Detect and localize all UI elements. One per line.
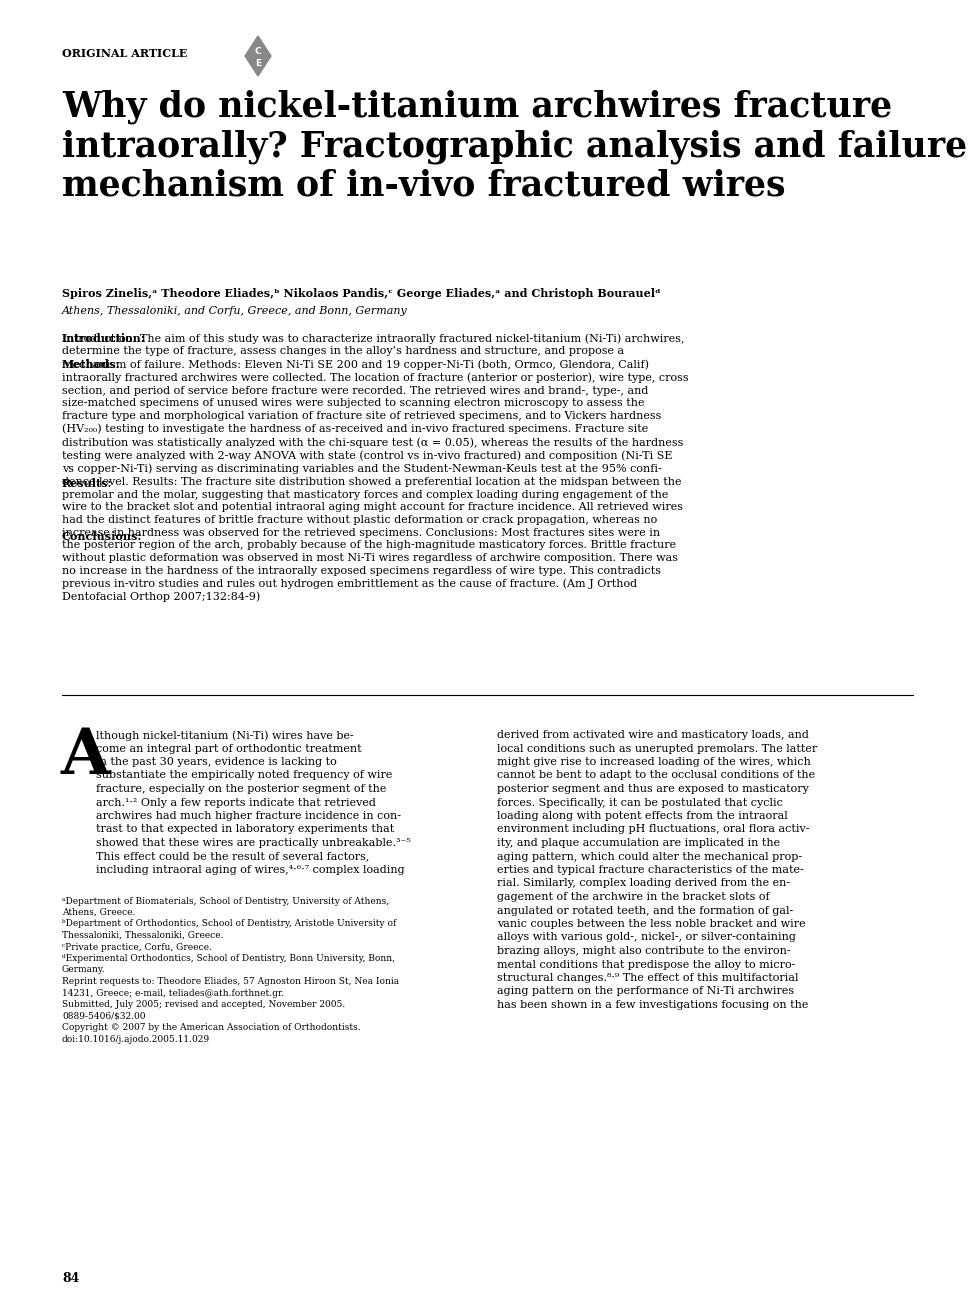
- Text: ity, and plaque accumulation are implicated in the: ity, and plaque accumulation are implica…: [497, 838, 780, 848]
- Text: cannot be bent to adapt to the occlusal conditions of the: cannot be bent to adapt to the occlusal …: [497, 770, 815, 780]
- Text: A: A: [60, 726, 109, 787]
- Text: might give rise to increased loading of the wires, which: might give rise to increased loading of …: [497, 757, 811, 767]
- Text: posterior segment and thus are exposed to masticatory: posterior segment and thus are exposed t…: [497, 784, 809, 793]
- Text: environment including pH fluctuations, oral flora activ-: environment including pH fluctuations, o…: [497, 825, 809, 834]
- Text: Athens, Thessaloniki, and Corfu, Greece, and Bonn, Germany: Athens, Thessaloniki, and Corfu, Greece,…: [62, 305, 408, 316]
- Text: doi:10.1016/j.ajodo.2005.11.029: doi:10.1016/j.ajodo.2005.11.029: [62, 1035, 211, 1044]
- Text: 84: 84: [62, 1272, 79, 1285]
- Text: 14231, Greece; e-mail, teliades@ath.forthnet.gr.: 14231, Greece; e-mail, teliades@ath.fort…: [62, 988, 284, 997]
- Text: Thessaloniki, Thessaloniki, Greece.: Thessaloniki, Thessaloniki, Greece.: [62, 930, 223, 940]
- Text: E: E: [254, 59, 261, 68]
- Text: Introduction: The aim of this study was to characterize intraorally fractured ni: Introduction: The aim of this study was …: [62, 333, 688, 603]
- Text: aging pattern, which could alter the mechanical prop-: aging pattern, which could alter the mec…: [497, 851, 802, 861]
- Text: ᵇDepartment of Orthodontics, School of Dentistry, Aristotle University of: ᵇDepartment of Orthodontics, School of D…: [62, 920, 396, 928]
- Text: forces. Specifically, it can be postulated that cyclic: forces. Specifically, it can be postulat…: [497, 797, 783, 808]
- Text: has been shown in a few investigations focusing on the: has been shown in a few investigations f…: [497, 1000, 808, 1010]
- Text: Results:: Results:: [62, 478, 112, 489]
- Text: C: C: [254, 47, 261, 56]
- Text: Germany.: Germany.: [62, 966, 105, 975]
- Text: ᶜPrivate practice, Corfu, Greece.: ᶜPrivate practice, Corfu, Greece.: [62, 942, 212, 951]
- Text: including intraoral aging of wires,⁴·⁶·⁷ complex loading: including intraoral aging of wires,⁴·⁶·⁷…: [96, 865, 405, 874]
- Text: arch.¹·² Only a few reports indicate that retrieved: arch.¹·² Only a few reports indicate tha…: [96, 797, 376, 808]
- Text: Spiros Zinelis,ᵃ Theodore Eliades,ᵇ Nikolaos Pandis,ᶜ George Eliades,ᵃ and Chris: Spiros Zinelis,ᵃ Theodore Eliades,ᵇ Niko…: [62, 288, 661, 299]
- Text: This effect could be the result of several factors,: This effect could be the result of sever…: [96, 851, 370, 861]
- Text: lthough nickel-titanium (Ni-Ti) wires have be-: lthough nickel-titanium (Ni-Ti) wires ha…: [96, 729, 354, 740]
- Text: gagement of the archwire in the bracket slots of: gagement of the archwire in the bracket …: [497, 893, 769, 902]
- Text: local conditions such as unerupted premolars. The latter: local conditions such as unerupted premo…: [497, 744, 817, 753]
- Text: fracture, especially on the posterior segment of the: fracture, especially on the posterior se…: [96, 784, 386, 793]
- Text: archwires had much higher fracture incidence in con-: archwires had much higher fracture incid…: [96, 810, 401, 821]
- Text: showed that these wires are practically unbreakable.³⁻⁵: showed that these wires are practically …: [96, 838, 410, 848]
- Text: trast to that expected in laboratory experiments that: trast to that expected in laboratory exp…: [96, 825, 394, 834]
- Text: in the past 30 years, evidence is lacking to: in the past 30 years, evidence is lackin…: [96, 757, 336, 767]
- Text: derived from activated wire and masticatory loads, and: derived from activated wire and masticat…: [497, 729, 809, 740]
- Text: erties and typical fracture characteristics of the mate-: erties and typical fracture characterist…: [497, 865, 803, 874]
- Polygon shape: [245, 37, 271, 76]
- Text: 0889-5406/$32.00: 0889-5406/$32.00: [62, 1011, 145, 1021]
- Text: Submitted, July 2005; revised and accepted, November 2005.: Submitted, July 2005; revised and accept…: [62, 1000, 345, 1009]
- Text: ᵃDepartment of Biomaterials, School of Dentistry, University of Athens,: ᵃDepartment of Biomaterials, School of D…: [62, 897, 389, 906]
- Text: ORIGINAL ARTICLE: ORIGINAL ARTICLE: [62, 48, 187, 59]
- Text: rial. Similarly, complex loading derived from the en-: rial. Similarly, complex loading derived…: [497, 878, 790, 889]
- Text: structural changes.⁸·⁹ The effect of this multifactorial: structural changes.⁸·⁹ The effect of thi…: [497, 974, 799, 983]
- Text: alloys with various gold-, nickel-, or silver-containing: alloys with various gold-, nickel-, or s…: [497, 933, 796, 942]
- Text: Methods:: Methods:: [62, 359, 121, 371]
- Text: Reprint requests to: Theodore Eliades, 57 Agnoston Hiroon St, Nea Ionia: Reprint requests to: Theodore Eliades, 5…: [62, 977, 399, 987]
- Text: Introduction:: Introduction:: [62, 333, 145, 345]
- Text: come an integral part of orthodontic treatment: come an integral part of orthodontic tre…: [96, 744, 362, 753]
- Text: angulated or rotated teeth, and the formation of gal-: angulated or rotated teeth, and the form…: [497, 906, 794, 916]
- Text: Copyright © 2007 by the American Association of Orthodontists.: Copyright © 2007 by the American Associa…: [62, 1023, 361, 1032]
- Text: brazing alloys, might also contribute to the environ-: brazing alloys, might also contribute to…: [497, 946, 791, 957]
- Text: mental conditions that predispose the alloy to micro-: mental conditions that predispose the al…: [497, 959, 796, 970]
- Text: Athens, Greece.: Athens, Greece.: [62, 908, 136, 917]
- Text: substantiate the empirically noted frequency of wire: substantiate the empirically noted frequ…: [96, 770, 392, 780]
- Text: Conclusions:: Conclusions:: [62, 531, 142, 542]
- Text: vanic couples between the less noble bracket and wire: vanic couples between the less noble bra…: [497, 919, 805, 929]
- Text: aging pattern on the performance of Ni-Ti archwires: aging pattern on the performance of Ni-T…: [497, 987, 794, 997]
- Text: ᵈExperimental Orthodontics, School of Dentistry, Bonn University, Bonn,: ᵈExperimental Orthodontics, School of De…: [62, 954, 395, 963]
- Text: Why do nickel-titanium archwires fracture
intraorally? Fractographic analysis an: Why do nickel-titanium archwires fractur…: [62, 90, 967, 202]
- Text: loading along with potent effects from the intraoral: loading along with potent effects from t…: [497, 810, 788, 821]
